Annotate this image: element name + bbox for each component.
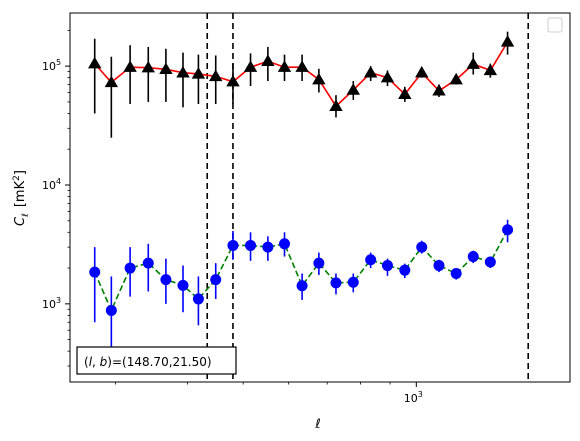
series-1-point	[380, 70, 395, 83]
series-1-point	[209, 69, 223, 82]
series-1-point	[88, 56, 102, 69]
y-axis-ticks: 103 104 105	[42, 29, 70, 367]
series-1-point	[243, 60, 258, 72]
series-1-point	[226, 74, 240, 87]
series-1-point	[141, 60, 155, 73]
coordinate-annotation: (l, b)=(148.70,21.50)	[76, 346, 237, 375]
series-2-point	[347, 276, 359, 288]
x-axis-ticks: 103	[115, 382, 423, 405]
series-1-point	[123, 60, 137, 72]
y-tick-label: 104	[42, 177, 61, 192]
series-2-point	[124, 262, 136, 274]
y-tick-label: 105	[42, 58, 61, 73]
series-1-point	[398, 87, 412, 99]
series-2-point	[450, 268, 462, 280]
series-1-point	[449, 72, 463, 85]
series-1-point	[295, 60, 309, 72]
y-axis-label: Cℓ[mK2]	[12, 170, 31, 226]
series-1-line	[94, 41, 509, 108]
series-2-point	[227, 239, 239, 251]
series-2-point	[330, 277, 342, 289]
series-1-point	[500, 35, 515, 47]
series-2-point	[142, 257, 154, 269]
series-2-point	[416, 241, 428, 253]
x-axis-label: ℓ	[314, 417, 320, 432]
series-2-point	[365, 254, 377, 266]
series-1-point	[363, 65, 378, 78]
series-2-point	[433, 260, 445, 272]
series-2-point	[177, 279, 189, 291]
annotation-text: (l, b)=(148.70,21.50)	[84, 355, 212, 369]
legend-box	[547, 17, 563, 33]
series-1-point	[415, 65, 429, 78]
series-1-point	[159, 62, 173, 75]
series-2-point	[296, 280, 308, 292]
series-2-point	[192, 293, 204, 305]
series-2-point	[89, 266, 101, 278]
series-2-point	[467, 251, 479, 263]
series-2-point	[399, 264, 411, 276]
series-1-point	[277, 60, 292, 72]
series-1-point	[312, 72, 326, 85]
plot-area	[88, 13, 530, 382]
series-1-point	[104, 75, 119, 88]
series-2-point	[105, 304, 117, 316]
series-1-point	[346, 83, 360, 95]
series-1-point	[191, 67, 206, 79]
series-2-point	[262, 241, 274, 253]
x-tick-label: 103	[404, 390, 423, 405]
series-2-point	[484, 256, 496, 268]
series-2-line	[93, 229, 509, 313]
series-1-point	[261, 54, 275, 66]
series-1-point	[483, 63, 498, 76]
series-2-point	[279, 238, 291, 250]
series-2-point	[381, 260, 393, 272]
series-2-point	[245, 239, 257, 251]
series-1-point	[432, 84, 446, 96]
series-1-point	[329, 99, 343, 111]
series-1-point	[176, 65, 190, 78]
axes-frame	[69, 12, 571, 383]
series-2-point	[210, 274, 222, 286]
series-2-point	[313, 257, 325, 269]
series-1-point	[466, 57, 480, 69]
series-2-point	[502, 224, 514, 236]
series-2-point	[160, 274, 172, 286]
annotation-box	[76, 346, 237, 375]
y-tick-label: 103	[42, 296, 61, 311]
